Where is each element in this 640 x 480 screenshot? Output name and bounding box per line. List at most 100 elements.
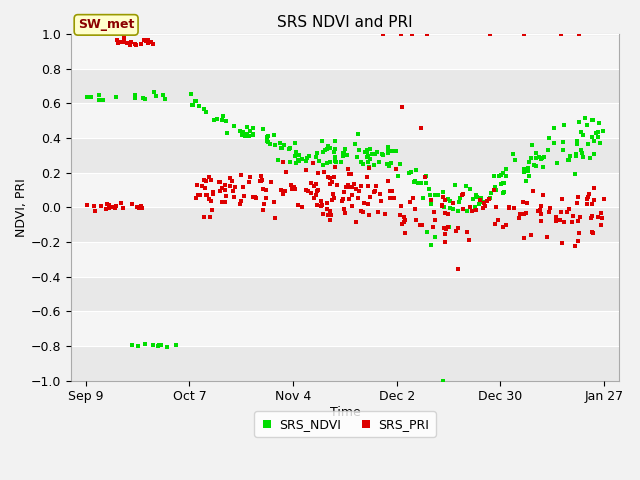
SRS_NDVI xyxy=(572,150,582,157)
SRS_PRI xyxy=(358,208,368,216)
SRS_NDVI xyxy=(242,130,252,138)
SRS_PRI xyxy=(193,192,203,199)
SRS_NDVI xyxy=(574,118,584,125)
SRS_PRI xyxy=(143,36,154,44)
SRS_NDVI xyxy=(218,112,228,120)
SRS_PRI xyxy=(429,208,439,216)
SRS_PRI xyxy=(589,184,599,192)
SRS_NDVI xyxy=(330,154,340,161)
SRS_PRI xyxy=(136,41,146,48)
SRS_PRI xyxy=(204,195,214,203)
SRS_PRI xyxy=(371,182,381,190)
SRS_NDVI xyxy=(472,193,483,201)
SRS_PRI xyxy=(319,168,329,176)
SRS_PRI xyxy=(522,199,532,206)
SRS_PRI xyxy=(201,177,211,185)
SRS_NDVI xyxy=(317,137,327,144)
SRS_PRI xyxy=(375,190,385,197)
SRS_PRI xyxy=(563,204,573,212)
SRS_NDVI xyxy=(148,341,159,348)
SRS_NDVI xyxy=(270,141,280,149)
SRS_NDVI xyxy=(364,163,374,171)
SRS_PRI xyxy=(125,38,136,46)
SRS_PRI xyxy=(422,30,433,38)
SRS_NDVI xyxy=(557,138,568,146)
SRS_PRI xyxy=(260,193,271,201)
SRS_PRI xyxy=(526,231,536,239)
SRS_PRI xyxy=(143,39,153,47)
SRS_NDVI xyxy=(524,164,534,172)
SRS_NDVI xyxy=(393,172,403,180)
SRS_PRI xyxy=(465,236,475,244)
SRS_NDVI xyxy=(229,122,239,130)
SRS_NDVI xyxy=(572,137,582,145)
SRS_NDVI xyxy=(524,172,534,180)
SRS_NDVI xyxy=(593,133,604,141)
SRS_NDVI xyxy=(499,188,509,195)
SRS_NDVI xyxy=(194,102,204,109)
SRS_NDVI xyxy=(151,92,161,100)
SRS_PRI xyxy=(202,191,212,198)
SRS_NDVI xyxy=(519,168,529,176)
Title: SRS NDVI and PRI: SRS NDVI and PRI xyxy=(277,15,413,30)
SRS_NDVI xyxy=(404,168,414,176)
SRS_NDVI xyxy=(133,342,143,350)
SRS_NDVI xyxy=(338,149,348,156)
SRS_PRI xyxy=(289,183,299,191)
SRS_NDVI xyxy=(245,127,255,135)
SRS_PRI xyxy=(491,203,501,211)
SRS_PRI xyxy=(559,218,569,226)
SRS_PRI xyxy=(269,198,279,205)
SRS_PRI xyxy=(518,30,529,38)
SRS_NDVI xyxy=(519,166,529,173)
SRS_NDVI xyxy=(508,150,518,157)
SRS_NDVI xyxy=(318,161,328,168)
SRS_NDVI xyxy=(248,131,259,138)
SRS_NDVI xyxy=(93,96,104,104)
SRS_NDVI xyxy=(237,131,247,139)
SRS_NDVI xyxy=(263,132,273,140)
SRS_NDVI xyxy=(294,151,305,159)
SRS_PRI xyxy=(230,183,240,191)
SRS_PRI xyxy=(238,183,248,191)
SRS_NDVI xyxy=(490,183,500,191)
X-axis label: Time: Time xyxy=(330,406,360,419)
SRS_PRI xyxy=(479,199,489,207)
SRS_PRI xyxy=(369,189,379,196)
SRS_NDVI xyxy=(238,128,248,136)
SRS_NDVI xyxy=(499,189,509,197)
SRS_NDVI xyxy=(355,158,365,166)
SRS_PRI xyxy=(343,181,353,189)
SRS_PRI xyxy=(515,210,525,218)
SRS_PRI xyxy=(443,224,453,231)
SRS_PRI xyxy=(270,214,280,222)
SRS_NDVI xyxy=(413,179,423,187)
SRS_NDVI xyxy=(93,91,104,99)
SRS_NDVI xyxy=(235,128,245,135)
SRS_NDVI xyxy=(269,131,279,139)
SRS_NDVI xyxy=(448,205,458,213)
SRS_PRI xyxy=(327,178,337,185)
SRS_NDVI xyxy=(339,149,349,157)
SRS_PRI xyxy=(239,192,249,200)
SRS_PRI xyxy=(588,212,598,220)
SRS_PRI xyxy=(339,188,349,196)
SRS_NDVI xyxy=(312,149,322,157)
SRS_PRI xyxy=(313,169,323,177)
SRS_PRI xyxy=(493,216,503,224)
SRS_PRI xyxy=(444,211,454,218)
SRS_NDVI xyxy=(378,151,388,159)
SRS_NDVI xyxy=(430,191,440,199)
SRS_NDVI xyxy=(285,144,295,152)
SRS_NDVI xyxy=(470,204,480,211)
SRS_NDVI xyxy=(524,158,534,166)
SRS_NDVI xyxy=(520,177,531,184)
SRS_PRI xyxy=(312,187,323,194)
SRS_NDVI xyxy=(221,118,231,125)
SRS_NDVI xyxy=(461,207,472,215)
SRS_NDVI xyxy=(548,140,559,147)
SRS_NDVI xyxy=(501,165,511,172)
SRS_NDVI xyxy=(565,152,575,160)
SRS_NDVI xyxy=(426,241,436,249)
SRS_NDVI xyxy=(588,133,598,141)
